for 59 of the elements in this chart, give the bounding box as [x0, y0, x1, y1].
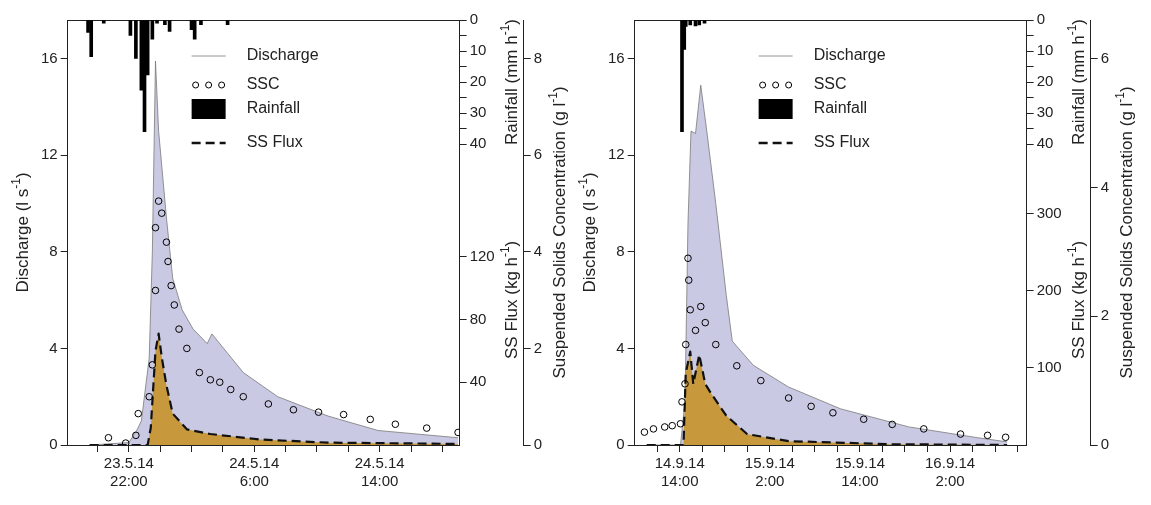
bar [697, 20, 702, 26]
y2-tick-label: 2 [533, 338, 542, 356]
y2-tick-label: 4 [1100, 177, 1109, 195]
y3-tick-label: 120 [469, 246, 495, 264]
y3-tick-label: 80 [469, 309, 487, 327]
x-tick-label: 15.9.14 2:00 [744, 454, 795, 490]
y-tick-label: 40 [469, 134, 487, 152]
y2-tick-label: 6 [1100, 48, 1109, 66]
legend-label: SS Flux [246, 133, 303, 151]
y-tick-label: 12 [608, 145, 625, 163]
y-tick-label: 0 [49, 435, 58, 453]
legend-label: Discharge [246, 46, 319, 64]
x-tick-label: 16.9.14 2:00 [925, 454, 976, 490]
y-tick-label: 12 [41, 145, 58, 163]
y-tick-label: 30 [1036, 103, 1054, 121]
legend-label: SS Flux [813, 133, 870, 151]
x-tick-label: 24.5.14 6:00 [229, 454, 280, 490]
x-tick-label: 23.5.14 22:00 [103, 454, 154, 490]
legend-label: SSC [813, 75, 847, 93]
y-tick-label: 16 [608, 48, 625, 66]
y-tick-label: 20 [1036, 72, 1054, 90]
y-tick-label: 0 [1036, 10, 1045, 28]
legend-label: SSC [246, 75, 280, 93]
y3-tick-label: 300 [1036, 203, 1062, 221]
y-axis-title: Rainfall (mm h-1) [1065, 19, 1089, 145]
legend-label: Rainfall [246, 99, 300, 117]
y-tick-label: 0 [469, 10, 478, 28]
y-tick-label: 4 [49, 338, 58, 356]
y-tick-label: 0 [616, 435, 625, 453]
y-tick-label: 8 [616, 241, 625, 259]
y-tick-label: 10 [469, 41, 487, 59]
legend-label: Rainfall [813, 99, 867, 117]
y-tick-label: 30 [469, 103, 487, 121]
y-tick-label: 10 [1036, 41, 1054, 59]
y2-axis-title: Suspended Solids Concentration (g l-1) [1112, 86, 1136, 379]
y3-tick-label: 200 [1036, 280, 1062, 298]
y3-axis-title: SS Flux (kg h-1) [498, 240, 522, 359]
y2-tick-label: 0 [1100, 435, 1109, 453]
y-axis-title: Discharge (l s-1) [8, 172, 32, 293]
x-tick-label: 14.9.14 14:00 [654, 454, 705, 490]
y-tick-label: 16 [41, 48, 58, 66]
y-axis-title: Rainfall (mm h-1) [498, 19, 522, 145]
y2-axis-title: Suspended Solids Concentration (g l-1) [545, 86, 569, 379]
y2-tick-label: 6 [533, 145, 542, 163]
y-tick-label: 4 [616, 338, 625, 356]
y-tick-label: 20 [469, 72, 487, 90]
y-axis-title: Discharge (l s-1) [575, 172, 599, 293]
legend-label: Discharge [813, 46, 886, 64]
y2-tick-label: 0 [533, 435, 542, 453]
y2-tick-label: 8 [533, 48, 542, 66]
y2-tick-label: 2 [1100, 306, 1109, 324]
y2-tick-label: 4 [533, 241, 542, 259]
y-tick-label: 8 [49, 241, 58, 259]
y-tick-label: 40 [1036, 134, 1054, 152]
x-tick-label: 24.5.14 14:00 [354, 454, 405, 490]
bar [688, 20, 693, 26]
y3-tick-label: 100 [1036, 358, 1062, 376]
x-tick-label: 15.9.14 14:00 [834, 454, 885, 490]
y3-axis-title: SS Flux (kg h-1) [1065, 240, 1089, 359]
